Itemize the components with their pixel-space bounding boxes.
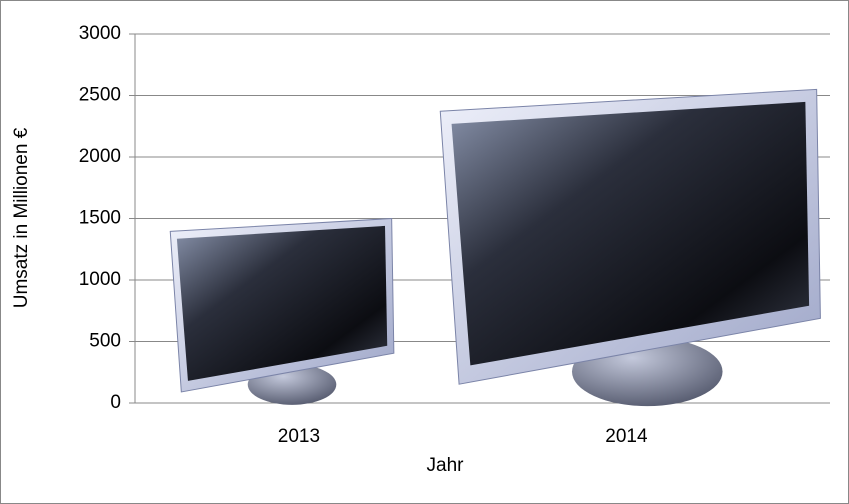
monitor-screen (451, 101, 810, 366)
y-tick-label: 500 (89, 331, 121, 352)
monitor (169, 217, 395, 405)
y-tick-label: 1000 (79, 269, 121, 290)
x-tick-label: 2013 (278, 426, 320, 447)
y-tick-label: 0 (110, 392, 121, 413)
y-tick-label: 1500 (79, 208, 121, 229)
y-tick-label: 3000 (79, 23, 121, 44)
monitor-screen (176, 225, 388, 381)
y-tick-label: 2000 (79, 146, 121, 167)
y-tick-label: 2500 (79, 85, 121, 106)
y-axis-title: Umsatz in Millionen € (11, 127, 32, 308)
monitor (439, 88, 821, 407)
x-axis-title: Jahr (427, 455, 465, 476)
x-tick-label: 2014 (605, 426, 648, 447)
